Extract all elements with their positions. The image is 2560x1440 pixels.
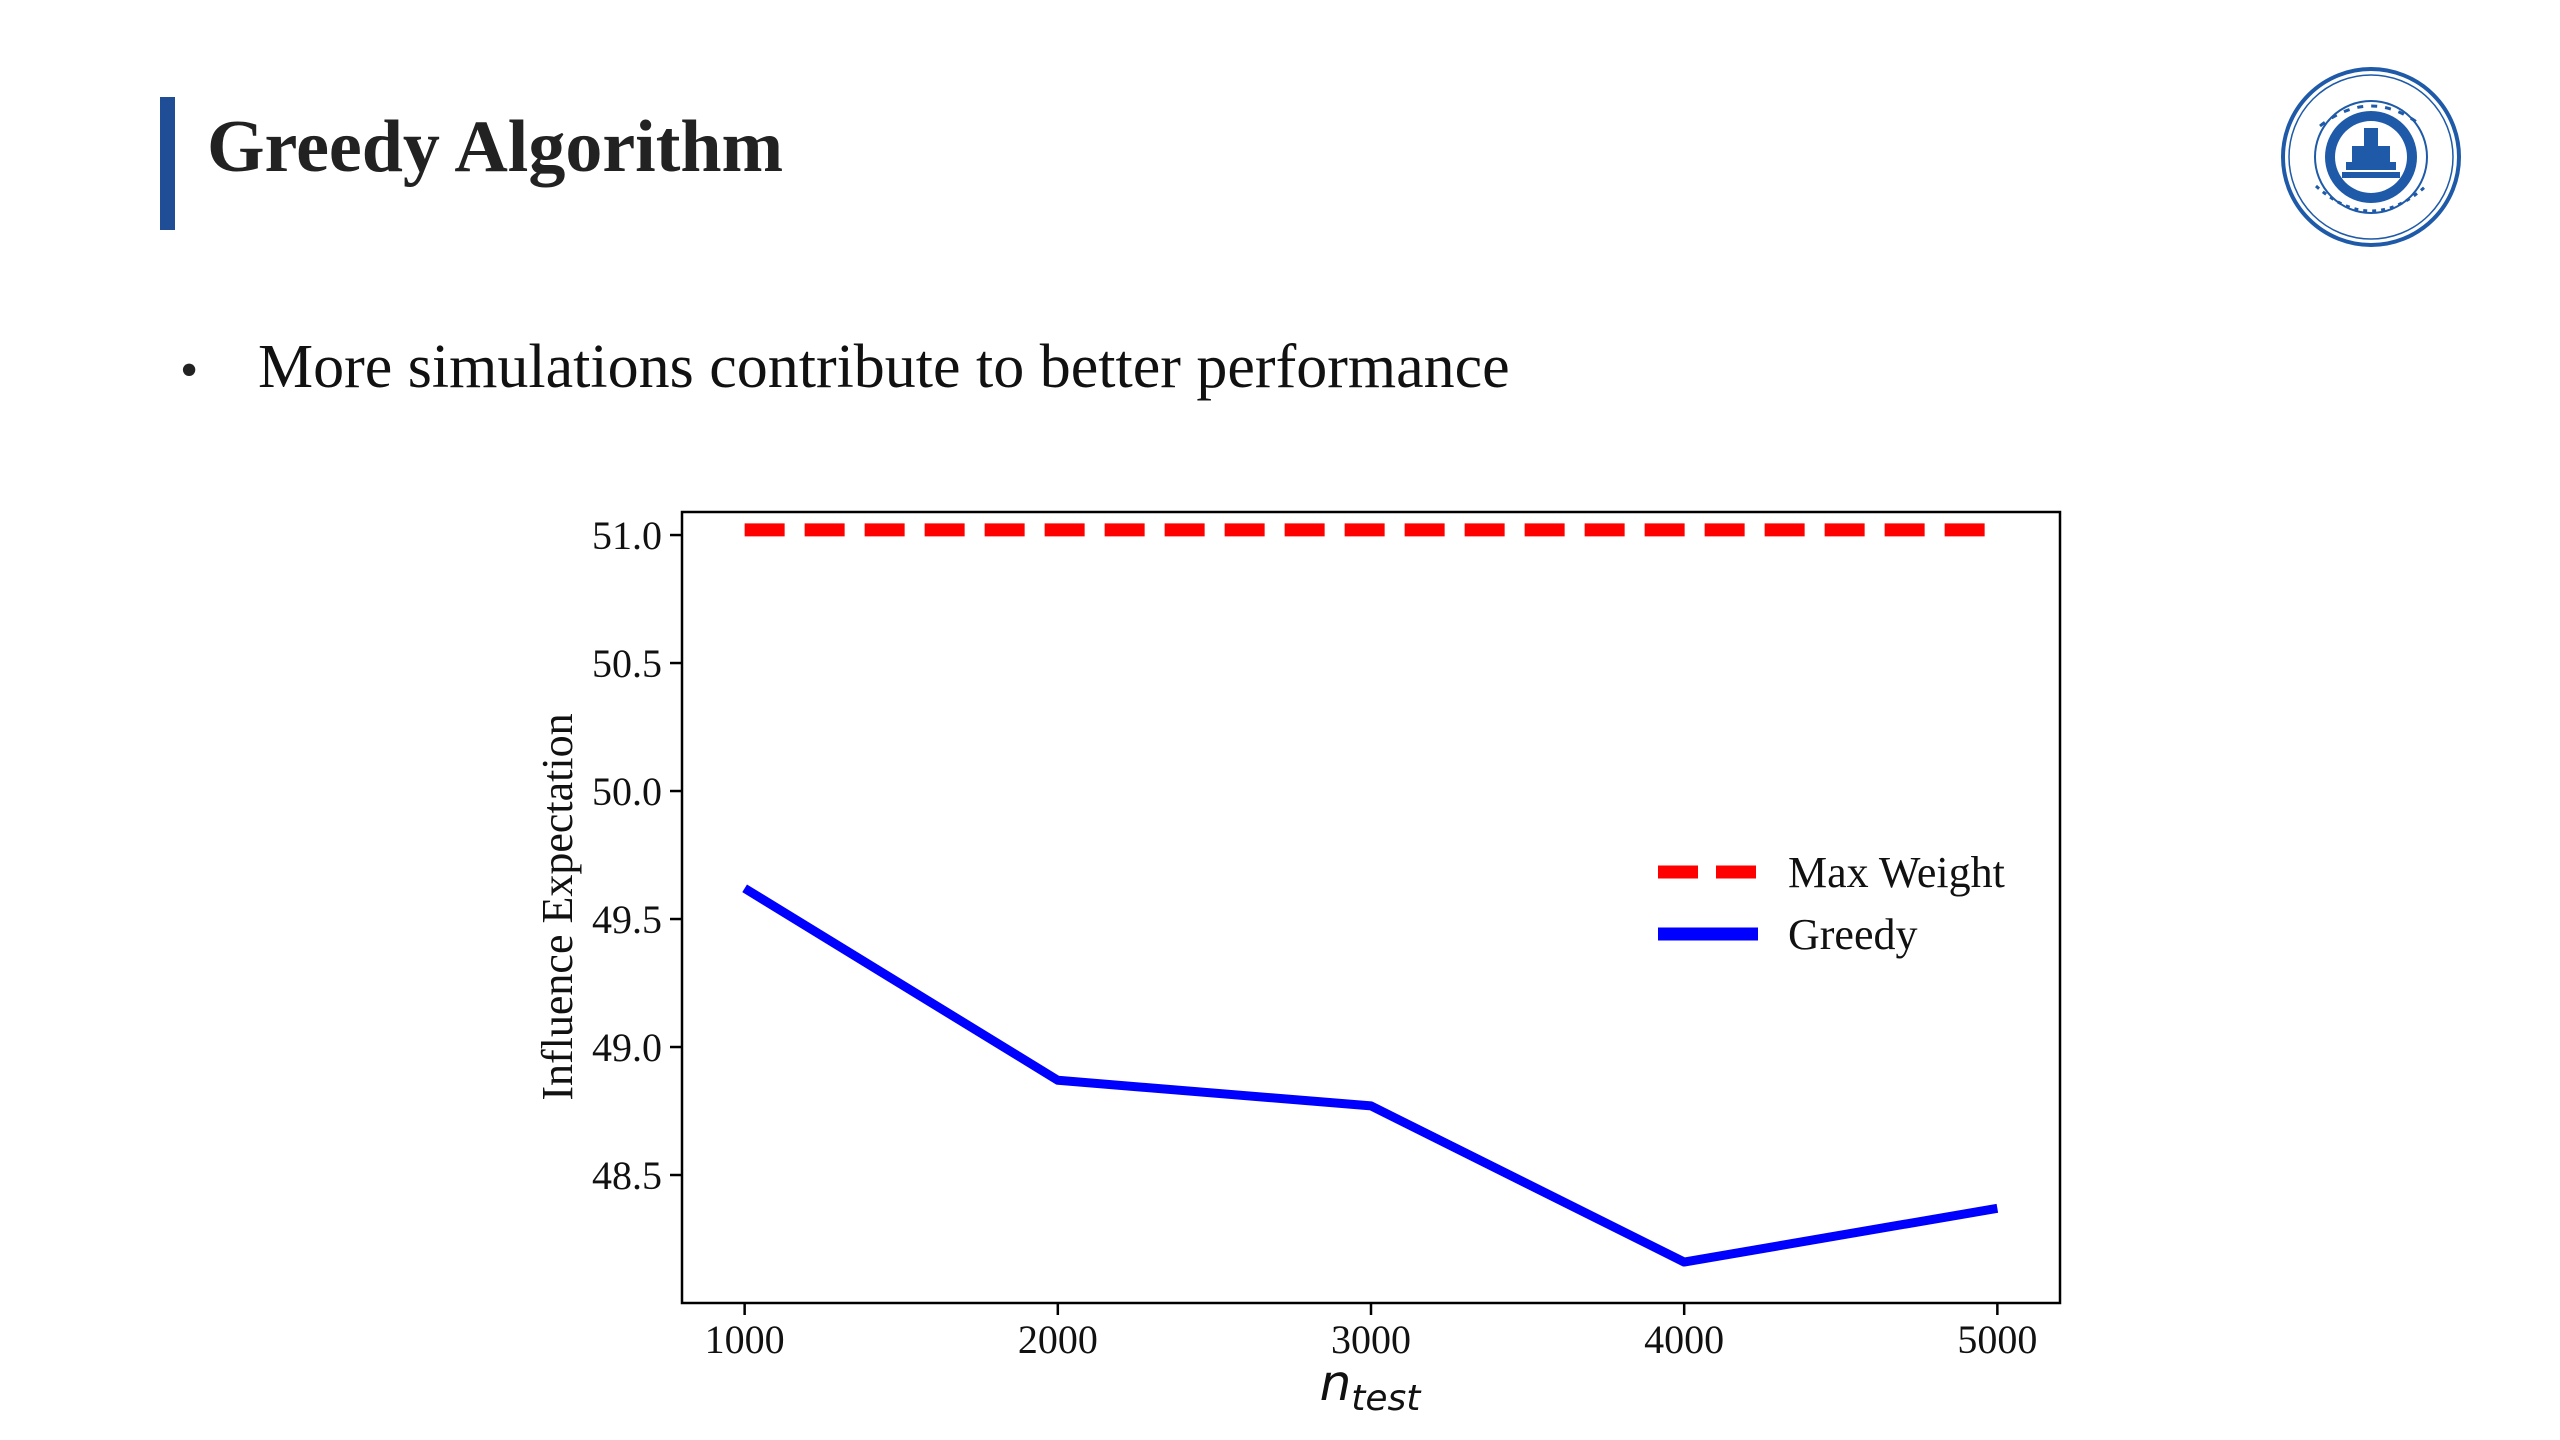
bullet-marker: •: [180, 342, 199, 399]
legend-label-max-weight: Max Weight: [1788, 848, 2005, 897]
bullet-point: • More simulations contribute to better …: [180, 332, 1510, 403]
legend-label-greedy: Greedy: [1788, 910, 1918, 959]
x-tick-label: 4000: [1644, 1317, 1724, 1362]
y-tick-label: 50.5: [592, 641, 662, 686]
x-axis-label-main: n: [1320, 1354, 1352, 1412]
y-tick-label: 49.5: [592, 897, 662, 942]
slide-title: Greedy Algorithm: [207, 106, 784, 188]
title-accent-bar: [160, 97, 175, 230]
y-tick-label: 49.0: [592, 1025, 662, 1070]
x-axis-label: ntest: [1320, 1354, 1423, 1419]
university-seal-icon: [2281, 67, 2461, 247]
x-axis: 1000 2000 3000 4000 5000: [705, 1303, 2037, 1362]
x-tick-label: 2000: [1018, 1317, 1098, 1362]
series-layer: [742, 523, 1999, 1267]
chart-legend: Max Weight Greedy: [1658, 848, 2005, 959]
x-tick-label: 5000: [1957, 1317, 2037, 1362]
x-axis-label-sub: test: [1351, 1378, 1422, 1419]
bullet-text: More simulations contribute to better pe…: [258, 333, 1510, 401]
plot-frame: [680, 510, 2062, 1305]
y-axis-label: Influence Expectation: [533, 713, 582, 1100]
x-tick-label: 1000: [705, 1317, 785, 1362]
y-tick-label: 50.0: [592, 769, 662, 814]
y-tick-label: 51.0: [592, 513, 662, 558]
y-tick-label: 48.5: [592, 1153, 662, 1198]
y-axis: 48.5 49.0 49.5 50.0 50.5 51.0: [592, 513, 682, 1198]
x-tick-label: 3000: [1331, 1317, 1411, 1362]
